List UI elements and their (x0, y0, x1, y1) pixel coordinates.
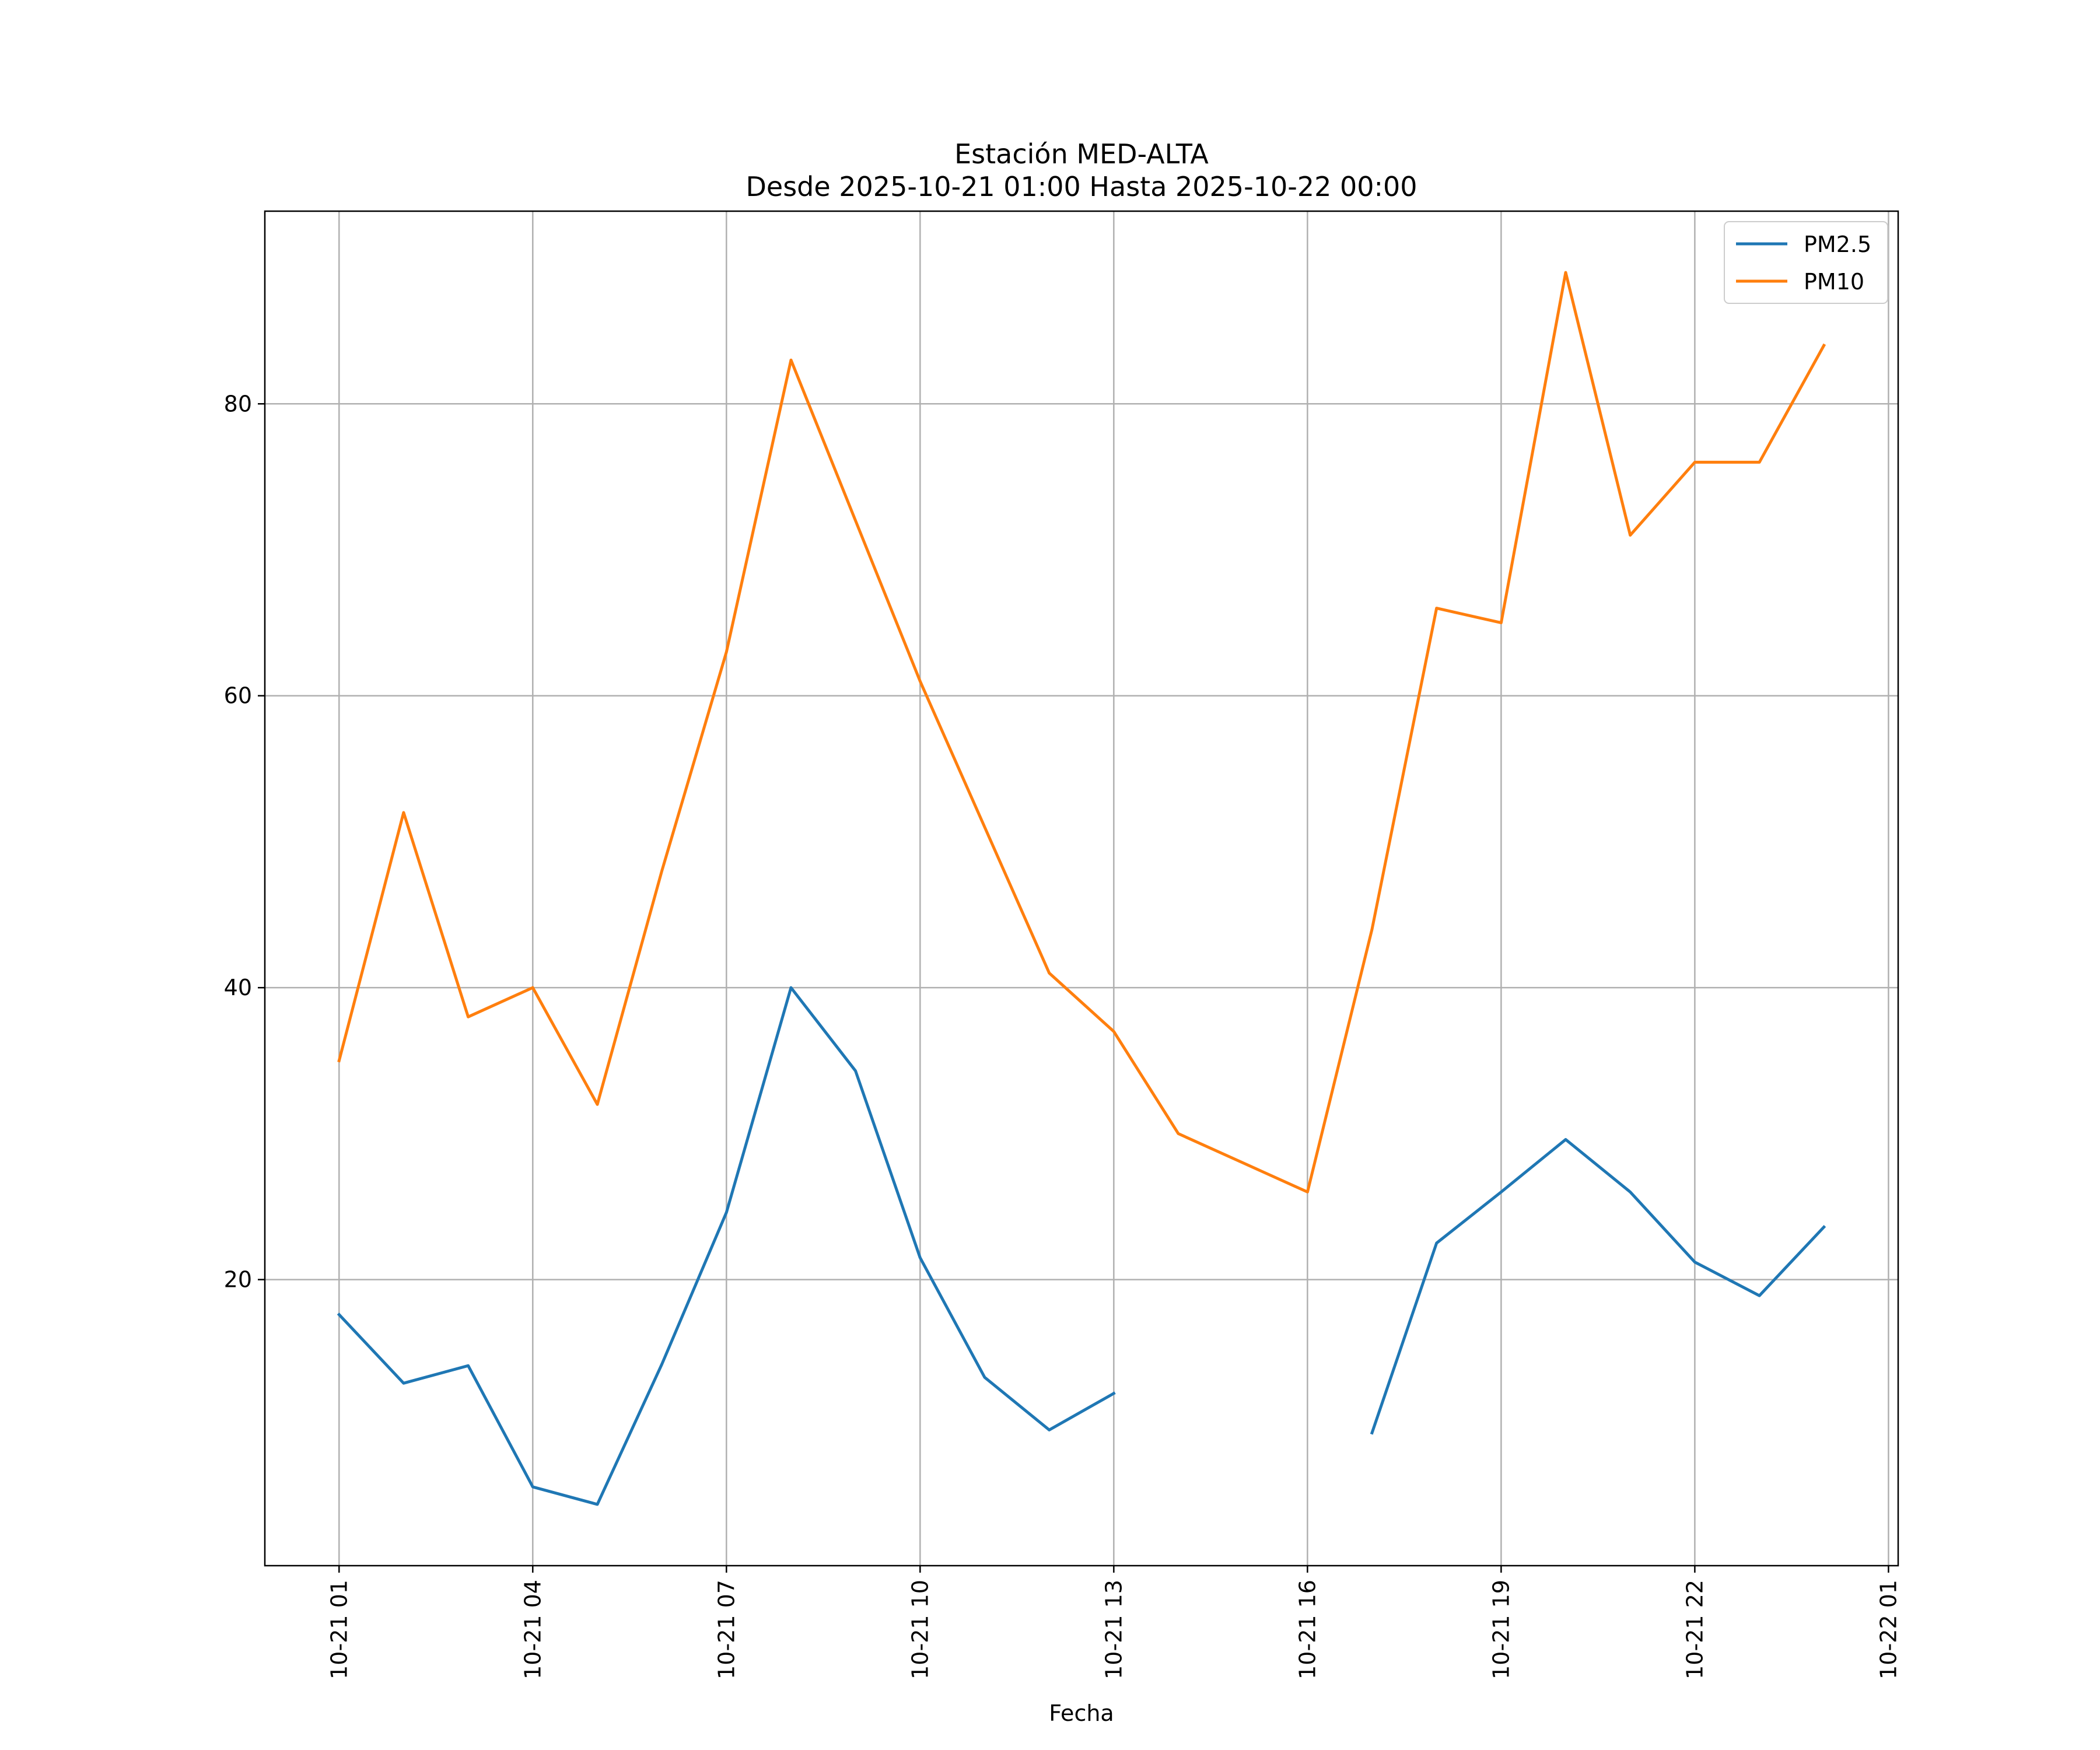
x-tick-label: 10-21 04 (520, 1580, 545, 1679)
series-line-pm10 (337, 271, 1826, 1194)
series-lines (337, 271, 1826, 1506)
x-tick-label: 10-22 01 (1875, 1580, 1901, 1679)
x-tick-label: 10-21 07 (713, 1580, 739, 1679)
x-tick-label: 10-21 22 (1682, 1580, 1707, 1679)
x-tick-label: 10-21 19 (1488, 1580, 1514, 1679)
y-tick-label: 80 (224, 391, 252, 416)
chart-title-line2: Desde 2025-10-21 01:00 Hasta 2025-10-22 … (746, 171, 1417, 202)
grid (265, 211, 1898, 1566)
x-tick-label: 10-21 13 (1101, 1580, 1126, 1679)
plot-frame (264, 210, 1899, 1567)
x-axis-ticks: 10-21 01 10-21 04 10-21 07 10-21 10 10-21 13… (326, 1566, 1901, 1679)
x-tick-label: 10-21 10 (907, 1580, 933, 1679)
chart-title-line1: Estación MED-ALTA (954, 138, 1209, 170)
legend-box (1724, 221, 1888, 304)
series-line-pm25 (1370, 1138, 1826, 1435)
y-tick-label: 60 (224, 683, 252, 709)
y-tick-label: 40 (224, 975, 252, 1000)
legend: PM2.5 PM10 (1724, 221, 1888, 304)
legend-label-pm10: PM10 (1804, 269, 1864, 295)
y-tick-label: 20 (224, 1267, 252, 1293)
legend-label-pm25: PM2.5 (1804, 232, 1871, 257)
x-tick-label: 10-21 16 (1294, 1580, 1320, 1679)
x-axis-label: Fecha (1049, 1700, 1114, 1726)
x-tick-label: 10-21 01 (326, 1580, 352, 1679)
y-axis-ticks: 20 40 60 80 (224, 391, 265, 1293)
series-line-pm25 (337, 986, 1116, 1506)
